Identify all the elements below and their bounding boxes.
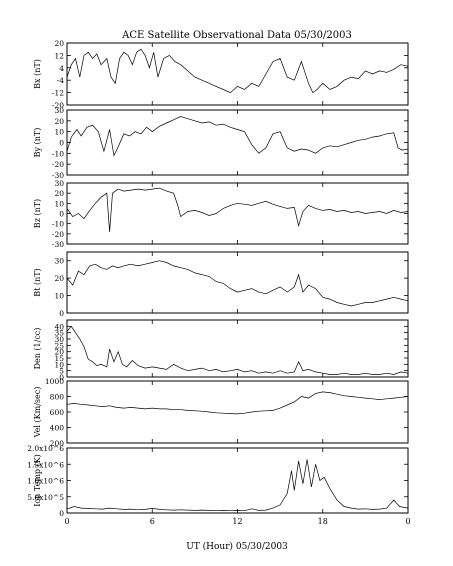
data-line bbox=[66, 116, 409, 157]
y-tick-label: -20 bbox=[52, 160, 64, 169]
y-tick-label: 40 bbox=[54, 322, 64, 331]
y-tick-label: 0 bbox=[59, 373, 64, 382]
y-axis-label: Bz (nT) bbox=[33, 199, 42, 228]
data-line bbox=[66, 48, 409, 94]
y-tick-label: 10 bbox=[54, 128, 64, 137]
data-line bbox=[66, 391, 409, 415]
y-tick-label: -10 bbox=[52, 149, 64, 158]
y-tick-label: 20 bbox=[54, 39, 64, 48]
y-tick-label: 25 bbox=[54, 341, 64, 350]
y-tick-label: 200 bbox=[50, 439, 65, 448]
y-tick-label: -30 bbox=[52, 240, 64, 249]
panel-frame bbox=[66, 251, 409, 314]
y-tick-label: 30 bbox=[54, 335, 64, 344]
y-tick-label: 2.0x10^6 bbox=[27, 444, 64, 453]
y-tick-label: 1000 bbox=[45, 377, 64, 386]
y-tick-label: 10 bbox=[54, 360, 64, 369]
data-line bbox=[66, 325, 409, 375]
panel-frame bbox=[66, 380, 409, 444]
panel-3: 0 10 20 30 Bt (nT) bbox=[33, 251, 409, 318]
y-tick-label: 400 bbox=[50, 424, 65, 433]
y-tick-label: -20 bbox=[52, 230, 64, 239]
y-tick-label: 1.5x10^6 bbox=[27, 460, 64, 469]
y-tick-label: -30 bbox=[52, 171, 64, 180]
y-tick-label: 30 bbox=[54, 257, 64, 266]
data-line bbox=[66, 459, 409, 512]
panel-frame bbox=[66, 447, 409, 514]
y-axis-label: Vel (Km/sec) bbox=[33, 387, 42, 439]
y-tick-label: 35 bbox=[54, 329, 64, 338]
y-tick-label: 20 bbox=[54, 189, 64, 198]
y-tick-label: 800 bbox=[50, 393, 65, 402]
data-line bbox=[66, 260, 409, 307]
y-tick-label: 20 bbox=[54, 117, 64, 126]
y-tick-label: -4 bbox=[57, 76, 65, 85]
y-tick-label: 15 bbox=[54, 354, 64, 363]
y-axis-label: Den (1/cc) bbox=[33, 328, 42, 370]
panel-frame bbox=[66, 319, 409, 378]
y-tick-label: 20 bbox=[54, 274, 64, 283]
panel-0: -20 -12 -4 4 12 20 Bx (nT) bbox=[33, 39, 409, 110]
x-tick-label: 12 bbox=[232, 517, 242, 526]
y-tick-label: 5 bbox=[59, 367, 64, 376]
y-tick-label: 5.0x10^5 bbox=[27, 493, 64, 502]
y-tick-label: 30 bbox=[54, 179, 64, 188]
y-tick-label: 10 bbox=[54, 292, 64, 301]
y-tick-label: 600 bbox=[50, 408, 65, 417]
x-tick-label: 0 bbox=[405, 517, 410, 526]
y-tick-label: 1.0x10^6 bbox=[27, 477, 64, 486]
y-tick-label: -10 bbox=[52, 220, 64, 229]
panel-1: -30 -20 -100 10 20 30 By (nT) bbox=[33, 106, 409, 180]
x-axis-label: UT (Hour) 05/30/2003 bbox=[186, 541, 288, 552]
y-axis-label: Bx (nT) bbox=[33, 59, 42, 89]
panel-frame bbox=[66, 42, 409, 106]
y-tick-label: 10 bbox=[54, 199, 64, 208]
y-tick-label: -12 bbox=[52, 89, 64, 98]
y-axis-label: Ion Temp (K) bbox=[33, 454, 42, 507]
x-tick-label: 6 bbox=[150, 517, 155, 526]
y-tick-label: 4 bbox=[59, 64, 64, 73]
y-tick-label: -20 bbox=[52, 101, 64, 110]
y-tick-label: 20 bbox=[54, 348, 64, 357]
y-tick-label: 0 bbox=[59, 139, 64, 148]
y-tick-label: 0 bbox=[59, 509, 64, 518]
chart-title: ACE Satellite Observational Data 05/30/2… bbox=[121, 30, 352, 41]
y-axis-label: By (nT) bbox=[33, 128, 42, 158]
data-line bbox=[66, 187, 409, 232]
y-tick-label: 0 bbox=[59, 309, 64, 318]
x-tick-label: 0 bbox=[64, 517, 69, 526]
y-tick-label: 0 bbox=[59, 210, 64, 219]
y-tick-label: 30 bbox=[54, 106, 64, 115]
panel-frame bbox=[66, 182, 409, 245]
y-axis-label: Bt (nT) bbox=[33, 268, 42, 296]
y-tick-label: 12 bbox=[54, 51, 64, 60]
panel-frame bbox=[66, 109, 409, 176]
x-tick-label: 18 bbox=[318, 517, 328, 526]
